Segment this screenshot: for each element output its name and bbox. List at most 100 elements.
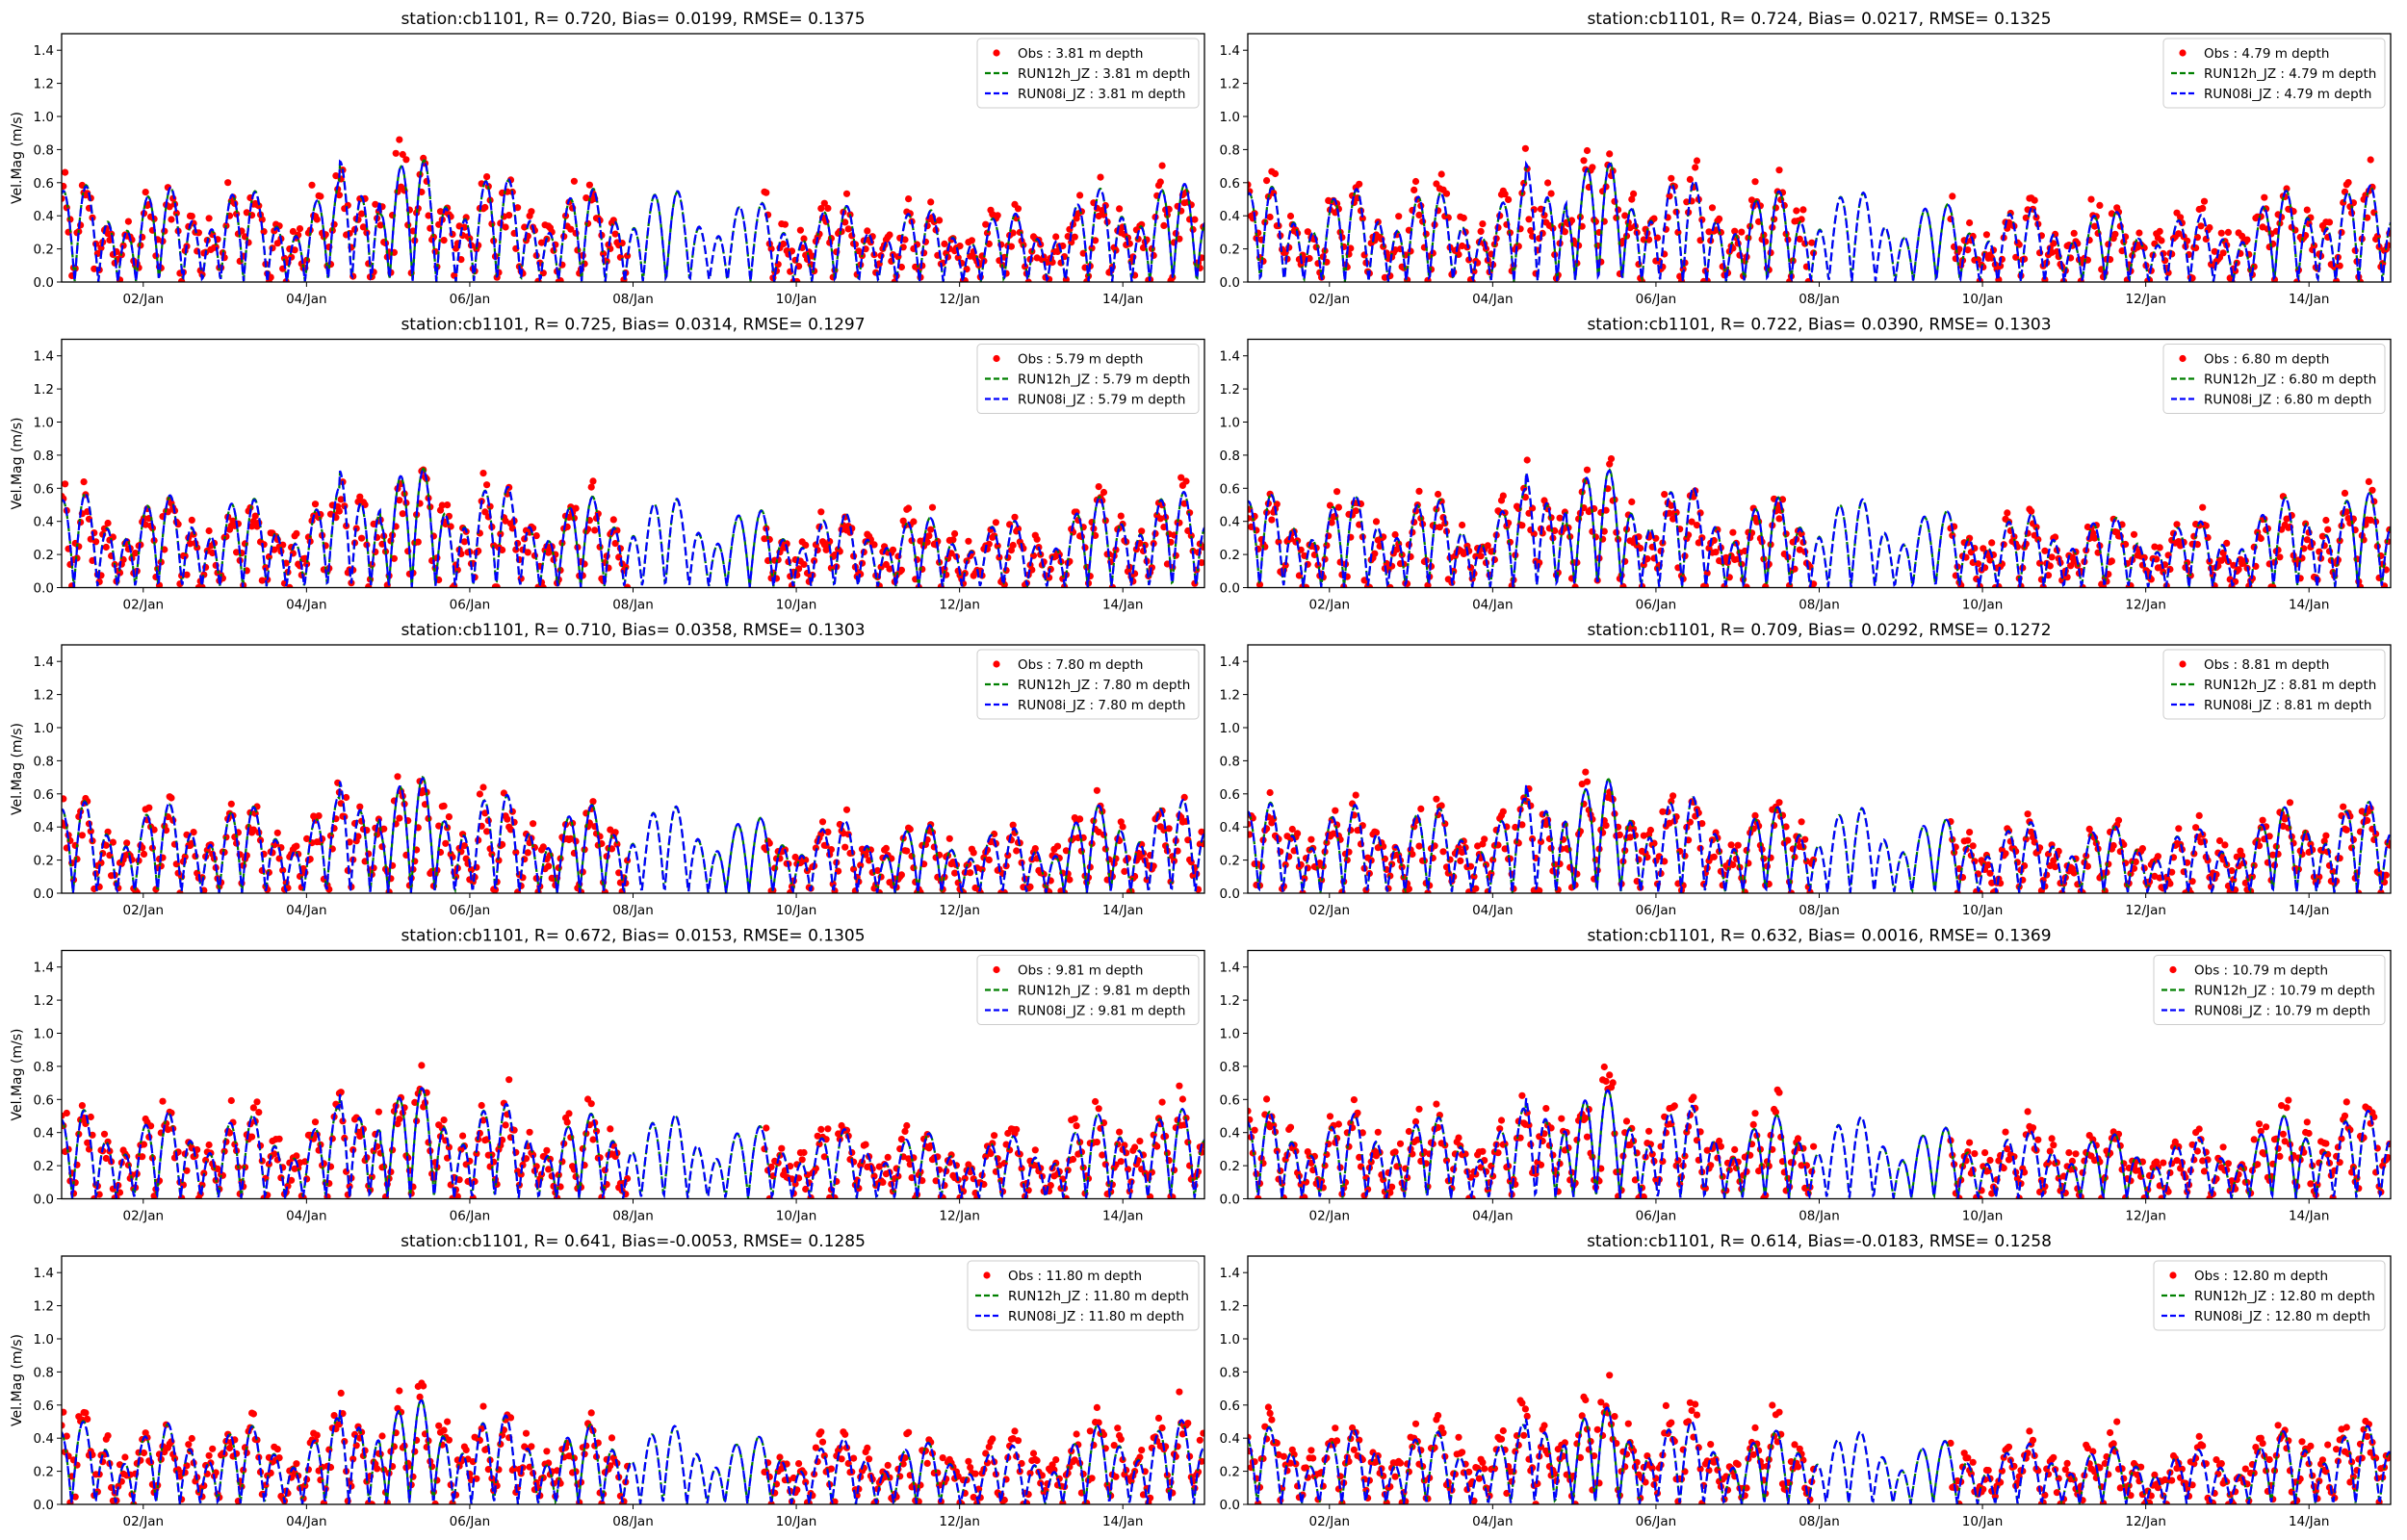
obs-point [956,243,964,250]
x-tick-label: 02/Jan [1309,292,1351,307]
obs-point [2224,1160,2232,1168]
obs-point [1069,1155,1077,1164]
obs-point [1749,1120,1757,1128]
y-tick-label: 1.4 [34,961,54,976]
obs-point [1481,835,1488,843]
obs-point [947,550,955,557]
obs-point [2283,515,2291,523]
obs-point [2072,1150,2080,1158]
obs-point [1354,1109,1361,1116]
obs-point [817,1125,825,1133]
obs-point [2206,223,2213,232]
obs-point [1248,820,1252,828]
obs-point [1100,488,1108,497]
x-tick-label: 14/Jan [1102,292,1144,307]
y-tick-label: 1.0 [1220,721,1240,736]
x-tick-label: 08/Jan [612,903,654,918]
obs-point [2147,576,2155,583]
legend-label-run12h: RUN12h_JZ : 5.79 m depth [1018,372,1190,388]
y-tick-label: 0.2 [34,548,54,563]
obs-point [186,540,194,548]
x-tick-label: 06/Jan [450,598,491,613]
obs-point [2151,543,2159,551]
obs-point [397,1093,405,1101]
obs-point [435,220,443,228]
obs-point [2158,237,2165,244]
x-tick-label: 08/Jan [1799,903,1840,918]
obs-point [1004,852,1012,860]
obs-point [1470,873,1478,881]
obs-point [2048,248,2056,256]
obs-point [910,518,918,526]
obs-point [607,1125,614,1133]
obs-point [2269,851,2277,859]
obs-point [1433,795,1440,803]
obs-point [2002,850,2009,858]
obs-point [502,517,509,525]
obs-point [73,856,81,863]
legend-box [976,344,1200,414]
obs-series [1248,768,2391,893]
obs-point [1988,254,1996,262]
obs-point [2276,553,2284,561]
obs-point [1286,212,1295,220]
obs-point [1176,1082,1183,1090]
obs-point [2173,521,2181,528]
obs-point [249,517,257,526]
obs-point [2263,1123,2270,1131]
obs-point [483,173,491,181]
obs-point [1988,539,1996,547]
obs-point [1417,805,1425,813]
obs-point [862,1141,869,1148]
obs-point [459,1132,467,1140]
obs-point [1332,807,1339,814]
obs-point [763,1124,770,1132]
x-tick-label: 12/Jan [2125,903,2166,918]
obs-point [1501,191,1509,198]
obs-point [483,828,491,835]
obs-point [1710,853,1718,860]
obs-point [181,853,189,860]
obs-point [1330,830,1337,837]
obs-point [991,830,998,838]
obs-point [109,838,116,846]
obs-point [2215,836,2224,845]
obs-point [2341,489,2349,497]
obs-point [356,493,364,500]
y-tick-label: 0.6 [34,1092,54,1108]
obs-point [1062,847,1070,855]
obs-point [2257,534,2265,543]
obs-point [2175,230,2183,238]
run08i-line [1248,160,2391,282]
obs-point [1731,1145,1739,1153]
x-tick-label: 06/Jan [1636,598,1677,613]
obs-point [337,496,345,503]
obs-point [994,212,1001,219]
obs-point [375,1108,382,1116]
obs-point [2085,825,2093,834]
obs-point [563,1118,571,1126]
obs-point [1583,778,1592,785]
obs-point [2368,486,2376,494]
y-tick-label: 0.8 [1220,142,1240,158]
x-tick-label: 06/Jan [1636,903,1677,918]
obs-point [1393,546,1401,553]
obs-point [505,212,513,219]
obs-point [2153,555,2161,563]
subplot-5: station:cb1101, R= 0.710, Bias= 0.0358, … [10,621,1205,918]
obs-point [1116,205,1124,213]
obs-point [1121,867,1128,876]
obs-point [356,803,364,810]
y-tick-label: 0.6 [34,787,54,803]
obs-point [168,216,175,223]
y-tick-label: 0.4 [1220,820,1240,835]
obs-point [145,804,153,811]
y-tick-label: 0.0 [34,1193,54,1208]
obs-point [1775,1089,1783,1096]
obs-point [1391,530,1399,539]
obs-point [2219,249,2227,257]
run08i-line [1248,469,2391,588]
obs-point [1479,220,1487,228]
subplot-3: station:cb1101, R= 0.725, Bias= 0.0314, … [10,316,1205,613]
